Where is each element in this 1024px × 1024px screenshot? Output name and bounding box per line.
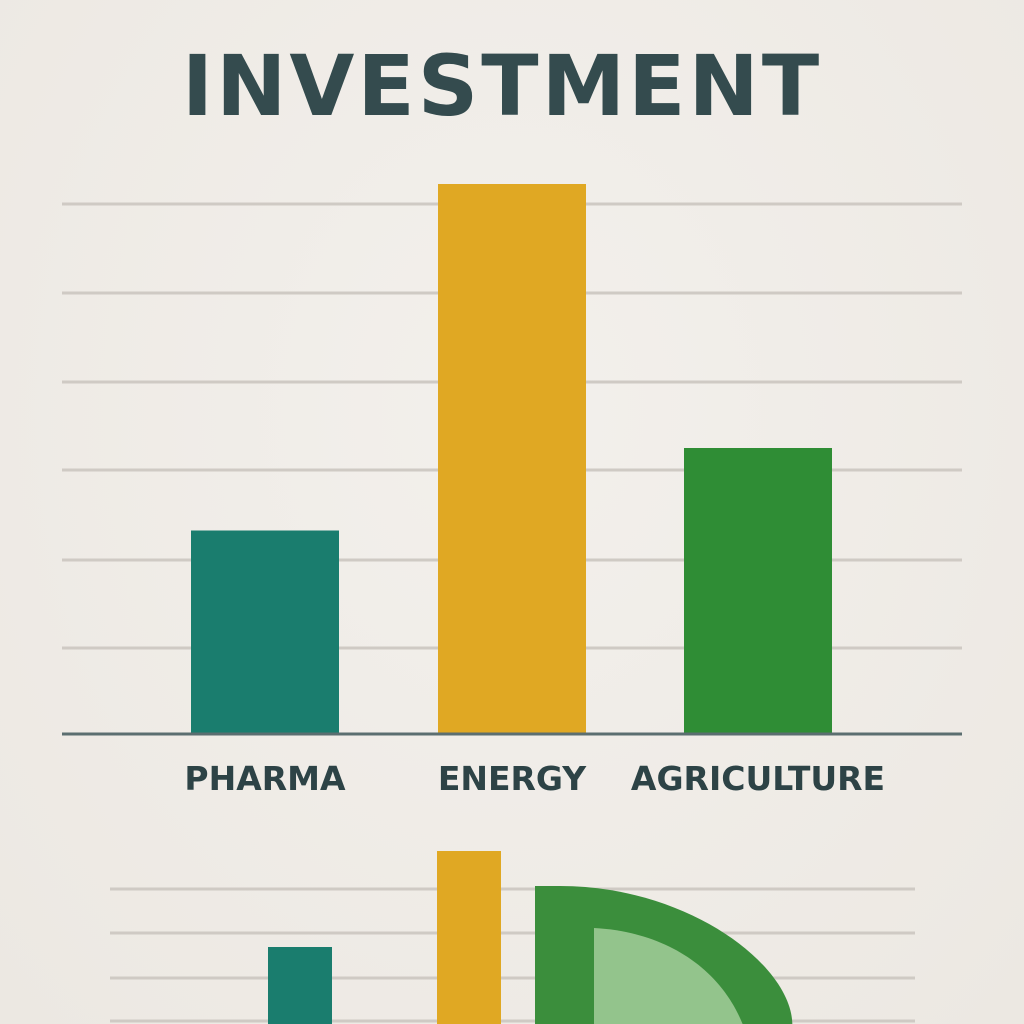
icon-pie-inner — [594, 928, 743, 1024]
bar-chart: PHARMA ENERGY AGRICULTURE — [62, 184, 962, 798]
bar-agriculture — [684, 448, 832, 734]
icon-bar-teal — [268, 947, 332, 1024]
bar-pharma — [191, 530, 339, 734]
x-tick-label: ENERGY — [438, 759, 587, 798]
bar-series — [191, 184, 832, 734]
x-tick-label: AGRICULTURE — [631, 759, 885, 798]
x-tick-labels: PHARMA ENERGY AGRICULTURE — [184, 759, 885, 798]
x-tick-label: PHARMA — [184, 759, 346, 798]
chart-title: INVESTMENT — [181, 37, 823, 135]
bar-energy — [438, 184, 586, 734]
icon-bar-yellow — [437, 851, 501, 1024]
icon-gridlines — [110, 887, 915, 1023]
